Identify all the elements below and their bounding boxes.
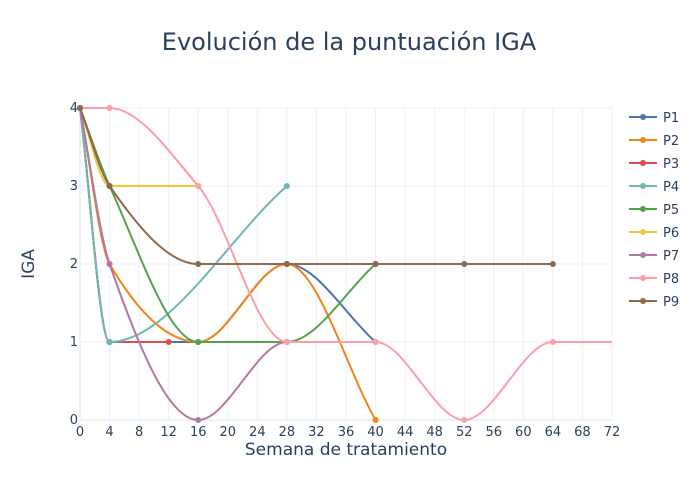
y-axis-ticks: 0 1 2 3 4	[70, 101, 78, 428]
data-point-p8	[195, 183, 202, 189]
legend-swatch-marker	[640, 275, 646, 281]
legend-swatch-marker	[640, 252, 646, 258]
legend-swatch-marker	[640, 229, 646, 235]
data-point-p3	[165, 339, 172, 345]
legend-swatch-marker	[640, 137, 646, 143]
legend-item-p2: P2	[629, 134, 679, 149]
data-point-p8	[461, 417, 468, 423]
x-tick-label: 24	[249, 425, 266, 440]
data-point-p8	[283, 339, 290, 345]
x-tick-label: 28	[279, 425, 296, 440]
legend-item-p5: P5	[629, 203, 679, 218]
x-tick-label: 72	[604, 425, 621, 440]
x-tick-label: 36	[338, 425, 355, 440]
legend-label: P3	[663, 157, 679, 172]
x-tick-label: 0	[76, 425, 84, 440]
x-tick-label: 56	[486, 425, 503, 440]
y-tick-label: 3	[70, 179, 78, 194]
legend-item-p1: P1	[629, 111, 679, 126]
legend-swatch-marker	[640, 183, 646, 189]
y-tick-label: 1	[70, 335, 78, 350]
legend-item-p7: P7	[629, 249, 679, 264]
legend-label: P8	[663, 272, 679, 287]
data-point-p9	[549, 261, 556, 267]
y-tick-label: 2	[70, 257, 78, 272]
legend-item-p9: P9	[629, 295, 679, 310]
data-point-p8	[549, 339, 556, 345]
data-point-p4	[283, 183, 290, 189]
data-point-p5	[195, 339, 202, 345]
legend-label: P2	[663, 134, 679, 149]
x-tick-label: 52	[456, 425, 473, 440]
data-point-p2	[372, 417, 379, 423]
legend-label: P5	[663, 203, 679, 218]
series-p9	[77, 105, 556, 267]
data-point-p7	[106, 261, 113, 267]
data-point-p9	[77, 105, 83, 111]
x-tick-label: 4	[105, 425, 113, 440]
x-tick-label: 32	[308, 425, 325, 440]
series-line-p8	[79, 106, 612, 421]
x-tick-label: 68	[574, 425, 591, 440]
legend-swatch-marker	[640, 298, 646, 304]
data-point-p4	[106, 339, 113, 345]
data-point-p9	[106, 183, 113, 189]
legend-item-p6: P6	[629, 226, 679, 241]
data-point-p9	[195, 261, 202, 267]
data-point-p8	[106, 105, 113, 111]
data-point-p9	[461, 261, 468, 267]
legend-item-p8: P8	[629, 272, 679, 287]
legend: P1 P2 P3 P4 P5 P6 P7 P8 P9	[629, 111, 679, 310]
legend-item-p3: P3	[629, 157, 679, 172]
data-point-p9	[283, 261, 290, 267]
legend-label: P1	[663, 111, 679, 126]
legend-label: P7	[663, 249, 679, 264]
y-axis-title: IGA	[19, 249, 39, 279]
x-tick-label: 60	[515, 425, 532, 440]
legend-swatch-marker	[640, 160, 646, 166]
x-tick-label: 64	[545, 425, 562, 440]
x-tick-label: 44	[397, 425, 414, 440]
x-axis-ticks: 0 4 8 12 16 20 24 28 32 36 40 44 48 52 56 60 64 68 72	[76, 425, 620, 440]
chart-title: Evolución de la puntuación IGA	[162, 28, 537, 56]
y-tick-label: 4	[70, 101, 78, 116]
legend-item-p4: P4	[629, 180, 679, 195]
x-tick-label: 16	[190, 425, 207, 440]
legend-label: P9	[663, 295, 679, 310]
y-tick-label: 0	[70, 413, 78, 428]
legend-swatch-marker	[640, 114, 646, 120]
legend-label: P4	[663, 180, 679, 195]
x-tick-label: 40	[367, 425, 384, 440]
data-point-p7	[195, 417, 202, 423]
x-tick-label: 8	[135, 425, 143, 440]
x-tick-label: 48	[426, 425, 443, 440]
x-tick-label: 20	[220, 425, 237, 440]
x-tick-label: 12	[160, 425, 177, 440]
x-axis-title: Semana de tratamiento	[245, 440, 447, 460]
legend-label: P6	[663, 226, 679, 241]
series-layer	[77, 105, 612, 423]
legend-swatch-marker	[640, 206, 646, 212]
data-point-p8	[372, 339, 379, 345]
data-point-p9	[372, 261, 379, 267]
